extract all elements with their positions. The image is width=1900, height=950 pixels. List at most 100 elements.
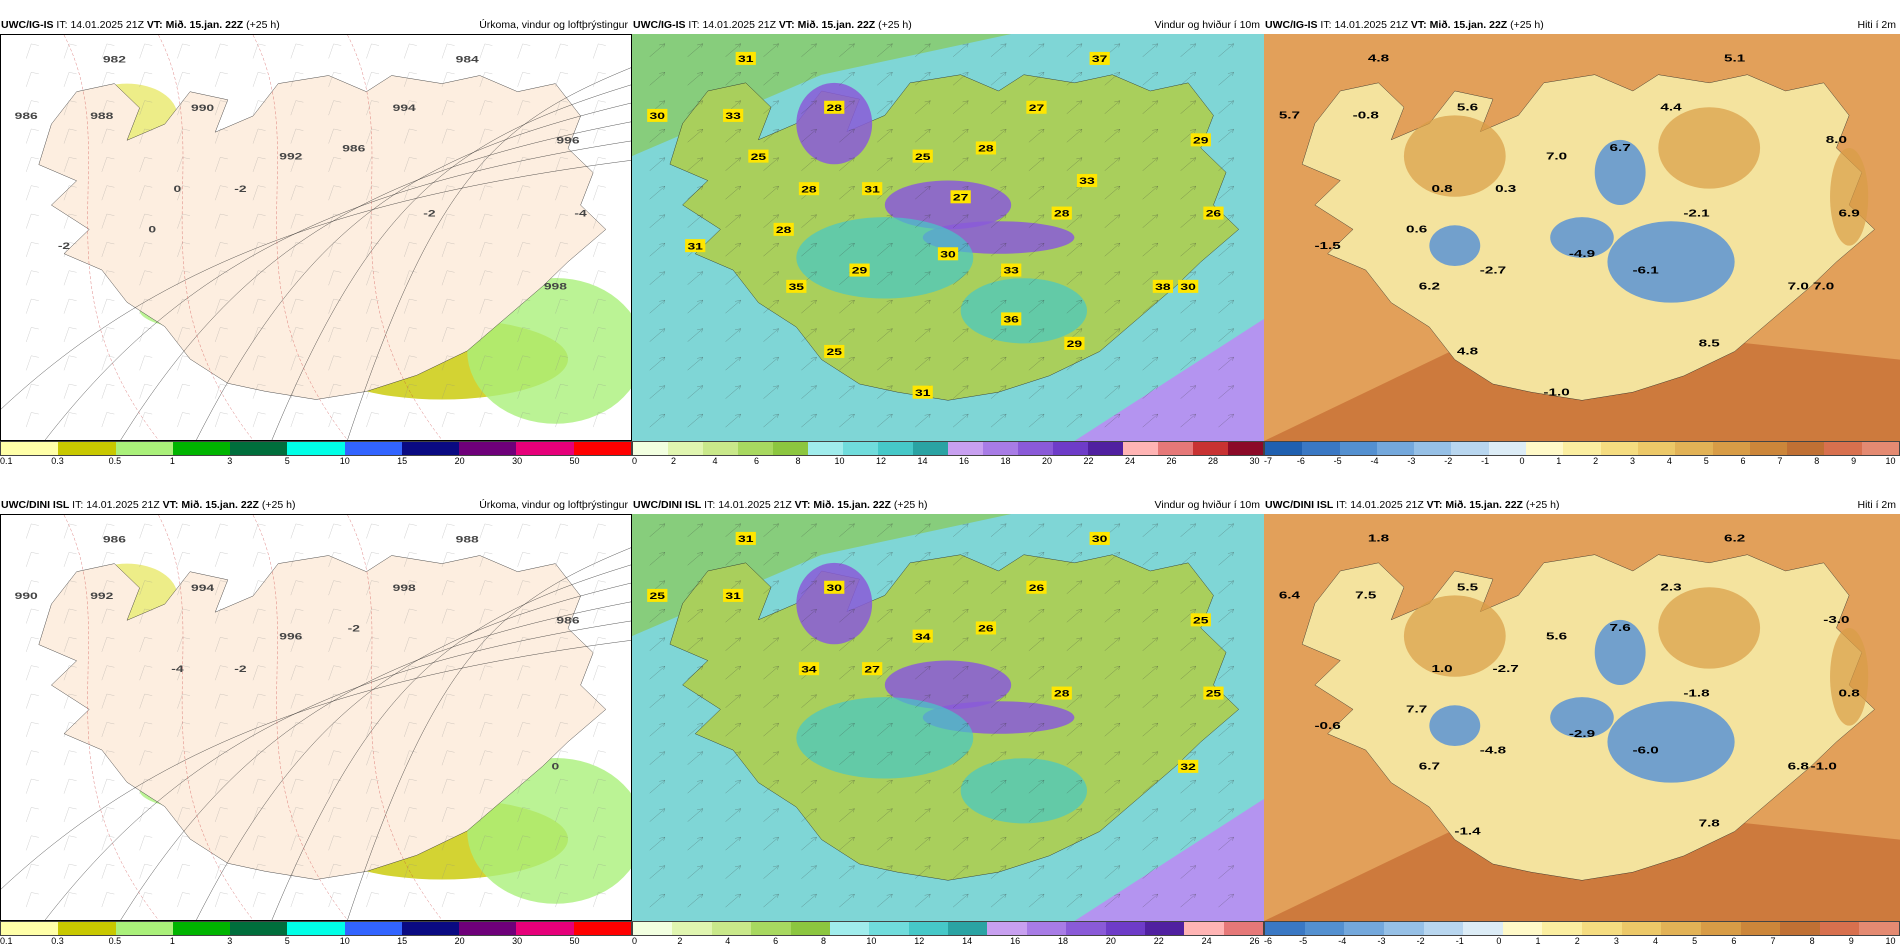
wind-barb (404, 129, 417, 144)
map-value-label: 5.5 (1457, 581, 1478, 592)
wind-arrow (1067, 101, 1082, 114)
wind-barb (215, 72, 228, 87)
svg-text:30: 30 (650, 111, 666, 121)
wind-barb (329, 524, 342, 539)
wind-arrow (1029, 158, 1044, 171)
wind-arrow (1181, 129, 1196, 142)
svg-text:37: 37 (1092, 54, 1107, 64)
model-name: UWC/DINI ISL (1265, 499, 1334, 511)
wind-arrow (839, 809, 854, 822)
wind-arrow (726, 129, 741, 142)
wind-barb (26, 242, 39, 257)
wind-barb (518, 581, 531, 596)
colorbar-segment (1563, 442, 1601, 455)
wind-arrow (650, 215, 665, 228)
svg-text:30: 30 (1180, 282, 1196, 292)
panel-title: Hiti í 2m (1857, 19, 1896, 31)
svg-text:5.6: 5.6 (1546, 630, 1567, 641)
valid-time: Mið. 15.jan. 22Z (165, 19, 244, 31)
wind-arrow (1143, 809, 1158, 822)
wind-barb (518, 779, 531, 794)
wind-barb (593, 552, 606, 567)
forecast-map[interactable]: 31 30 25 31 30 34 26 25 32 26 34 27 25 28 (632, 514, 1264, 921)
wind-barb (480, 779, 493, 794)
wind-arrow (953, 609, 968, 622)
wind-barb (64, 72, 77, 87)
colorbar-tick-label: 0.1 (0, 456, 13, 466)
map-value-label: 32 (1178, 759, 1199, 773)
forecast-map[interactable]: 986 988 990 992 994 996 998 986 0 -2 -4 -2 (0, 514, 632, 921)
map-value-label: 25 (1190, 613, 1211, 627)
wind-barb (140, 327, 153, 342)
wind-arrow (1143, 752, 1158, 765)
colorbar-tick-label: 3 (227, 936, 233, 946)
wind-barb (366, 412, 379, 427)
wind-barb (64, 186, 77, 201)
colorbar-tick-label: 1 (1556, 456, 1562, 466)
forecast-map[interactable]: 982 984 986 988 990 992 994 996 998 986 0 -2 -4 -2 0 -2 (0, 34, 632, 441)
map-value-label: 998 (544, 282, 568, 292)
wind-arrow (688, 300, 703, 313)
wind-barb (140, 836, 153, 851)
map-value-label: 986 (15, 112, 39, 122)
wind-barb (480, 186, 493, 201)
panel-header: UWC/DINI ISL IT: 14.01.2025 21Z VT: Mið.… (1264, 496, 1900, 514)
wind-arrow (1067, 524, 1082, 537)
cold-area (1550, 697, 1614, 738)
map-value-label: -2.7 (1480, 264, 1506, 275)
map-value-label: 7.8 (1699, 817, 1720, 828)
init-time-label: IT: (1336, 499, 1348, 511)
wind-barb (177, 186, 190, 201)
wind-arrow (991, 780, 1006, 793)
wind-barb (26, 779, 39, 794)
colorbar-tick-label: 28 (1208, 456, 1219, 466)
wind-barb (555, 242, 568, 257)
colorbar-tick-label: 10 (339, 456, 350, 466)
wind-barb (366, 807, 379, 822)
svg-text:-2: -2 (58, 241, 71, 251)
wind-barb (215, 807, 228, 822)
wind-barb (480, 609, 493, 624)
wind-barb (253, 384, 266, 399)
colorbar (1264, 441, 1900, 456)
map-value-label: -4.8 (1480, 744, 1506, 755)
svg-text:28: 28 (1054, 209, 1070, 219)
run-info: UWC/IG-IS IT: 14.01.2025 21Z VT: Mið. 15… (1265, 16, 1544, 34)
wind-arrow (1143, 72, 1158, 85)
wind-barb (140, 157, 153, 172)
wind-barb (215, 552, 228, 567)
wind-barb (291, 299, 304, 314)
svg-text:7.0: 7.0 (1546, 150, 1567, 161)
map-value-label: 30 (824, 580, 845, 594)
wind-arrow (1181, 894, 1196, 907)
forecast-map[interactable]: 4.8 5.1 5.7 -0.8 5.6 7.0 4.4 8.0 7.0 6.7 0.8 0.3 6.9… (1264, 34, 1900, 441)
wind-arrow (991, 72, 1006, 85)
wind-barb (26, 129, 39, 144)
wind-arrow (1218, 723, 1233, 736)
map-value-label: 986 (103, 535, 127, 545)
wind-barb (291, 356, 304, 371)
wind-area (960, 278, 1088, 344)
calm-area (632, 514, 1012, 637)
svg-text:34: 34 (801, 665, 817, 675)
map-value-label: 0.8 (1839, 687, 1860, 698)
svg-text:31: 31 (915, 388, 931, 398)
forecast-map[interactable]: 31 37 30 33 28 25 27 29 30 28 28 31 26 28 28 31 30 29 33 35… (632, 34, 1264, 441)
wind-arrow (763, 837, 778, 850)
wind-barb (102, 751, 115, 766)
map-canvas: 982 984 986 988 990 992 994 996 998 986 0 -2 -4 -2 0 -2 (1, 35, 631, 440)
wind-barb (366, 129, 379, 144)
colorbar-segment (1383, 922, 1424, 935)
svg-text:25: 25 (1206, 689, 1222, 699)
wind-arrow (1067, 780, 1082, 793)
colorbar-segment (1423, 922, 1464, 935)
map-value-label: 6.4 (1279, 590, 1301, 601)
wind-arrow (801, 638, 816, 651)
colorbar-segment (1344, 922, 1384, 935)
map-value-label: 6.7 (1610, 142, 1631, 153)
wind-barb (442, 552, 455, 567)
forecast-map[interactable]: 1.8 6.2 6.4 7.5 5.5 5.6 2.3 -3.0 -1.0 7.6 1.0 -2.7 0… (1264, 514, 1900, 921)
svg-text:986: 986 (342, 144, 366, 154)
wind-arrow (1029, 894, 1044, 907)
wind-arrow (1143, 837, 1158, 850)
